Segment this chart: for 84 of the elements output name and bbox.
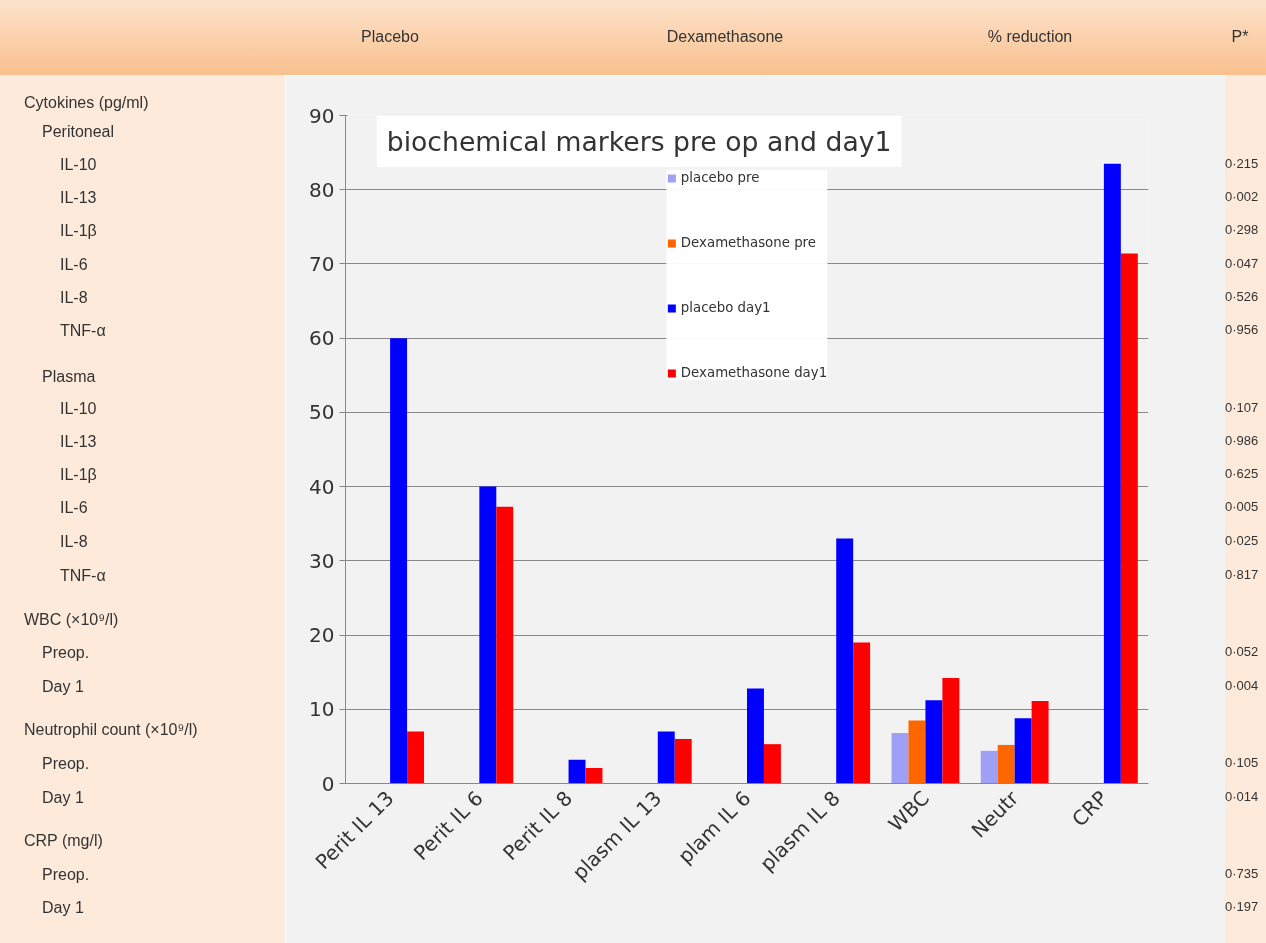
text: 0·956: [1225, 322, 1259, 337]
text: 0·298: [1225, 222, 1259, 237]
bar: [836, 538, 854, 784]
y-tick-label: 0: [321, 771, 335, 796]
text: CRP (mg/l): [24, 832, 103, 850]
y-tick-label: 80: [309, 177, 335, 202]
bar: [1014, 718, 1032, 784]
legend-label: Dexamethasone day1: [680, 365, 828, 380]
text: Dexamethasone: [666, 28, 784, 46]
text: 0·047: [1225, 256, 1259, 271]
y-tick-label: 40: [309, 474, 335, 499]
text: TNF-α: [60, 567, 106, 585]
text: Neutrophil count (×10⁹/l): [24, 721, 198, 739]
text: IL-13: [60, 189, 97, 207]
text: 0·625: [1225, 466, 1259, 481]
text: IL-8: [60, 533, 88, 551]
text: 0·735: [1225, 866, 1259, 881]
text: Placebo: [361, 28, 419, 46]
bar: [674, 738, 692, 784]
text: IL-1β: [60, 466, 97, 484]
y-tick-label: 10: [309, 697, 335, 722]
text: Cytokines (pg/ml): [24, 94, 149, 112]
text: 0·002: [1225, 189, 1259, 204]
y-tick-label: 20: [309, 623, 335, 648]
bar: [763, 744, 781, 784]
bar: [390, 338, 408, 784]
text: IL-10: [60, 400, 97, 418]
bar: [407, 731, 425, 784]
text: WBC (×10⁹/l): [24, 611, 119, 629]
bar: [908, 720, 926, 784]
text: 0·105: [1225, 755, 1259, 770]
bar: [1120, 253, 1138, 784]
text: 0·197: [1225, 899, 1259, 914]
text: Preop.: [42, 866, 90, 884]
text: 0·107: [1225, 400, 1259, 415]
text: 0·025: [1225, 533, 1259, 548]
text: IL-6: [60, 256, 88, 274]
bar: [942, 678, 960, 784]
bar: [891, 733, 909, 784]
text: 0·052: [1225, 644, 1259, 659]
legend-label: Dexamethasone pre: [680, 235, 816, 250]
text: IL-6: [60, 499, 88, 517]
bar: [479, 486, 497, 784]
text: 0·014: [1225, 789, 1259, 804]
text: IL-10: [60, 156, 97, 174]
bar: [747, 688, 764, 784]
text: 0·526: [1225, 289, 1259, 304]
text: Day 1: [42, 789, 84, 807]
text: Preop.: [42, 644, 90, 662]
y-tick-label: 90: [309, 103, 335, 128]
bar: [568, 759, 586, 784]
text: TNF-α: [60, 322, 106, 340]
text: P*: [1231, 28, 1249, 46]
legend-label: placebo day1: [680, 300, 771, 315]
bar: [980, 750, 998, 784]
bar: [1103, 163, 1121, 784]
bar: [1031, 701, 1049, 784]
bar: [585, 767, 603, 784]
text: IL-8: [60, 289, 88, 307]
x-tick-label: CRP: [1067, 786, 1113, 832]
text: 0·817: [1225, 567, 1259, 582]
text: Plasma: [42, 368, 96, 386]
text: % reduction: [987, 28, 1073, 46]
text: IL-13: [60, 433, 97, 451]
y-tick-label: 30: [309, 548, 335, 573]
text: 0·005: [1225, 499, 1259, 514]
text: Day 1: [42, 899, 84, 917]
y-tick-label: 70: [309, 251, 335, 276]
text: 0·004: [1225, 678, 1259, 693]
bar: [496, 506, 514, 784]
text: Day 1: [42, 678, 84, 696]
text: Preop.: [42, 755, 90, 773]
text: 0·215: [1225, 156, 1259, 171]
bar: [657, 731, 675, 784]
text: Peritoneal: [42, 123, 115, 141]
text: 0·986: [1225, 433, 1259, 448]
y-tick-label: 50: [309, 400, 335, 425]
chart-title: biochemical markers pre op and day1: [386, 125, 892, 157]
bar: [997, 744, 1015, 784]
y-tick-label: 60: [309, 326, 335, 351]
bar: [853, 642, 871, 784]
legend-label: placebo pre: [680, 170, 760, 185]
text: IL-1β: [60, 222, 97, 240]
bar: [925, 700, 943, 784]
